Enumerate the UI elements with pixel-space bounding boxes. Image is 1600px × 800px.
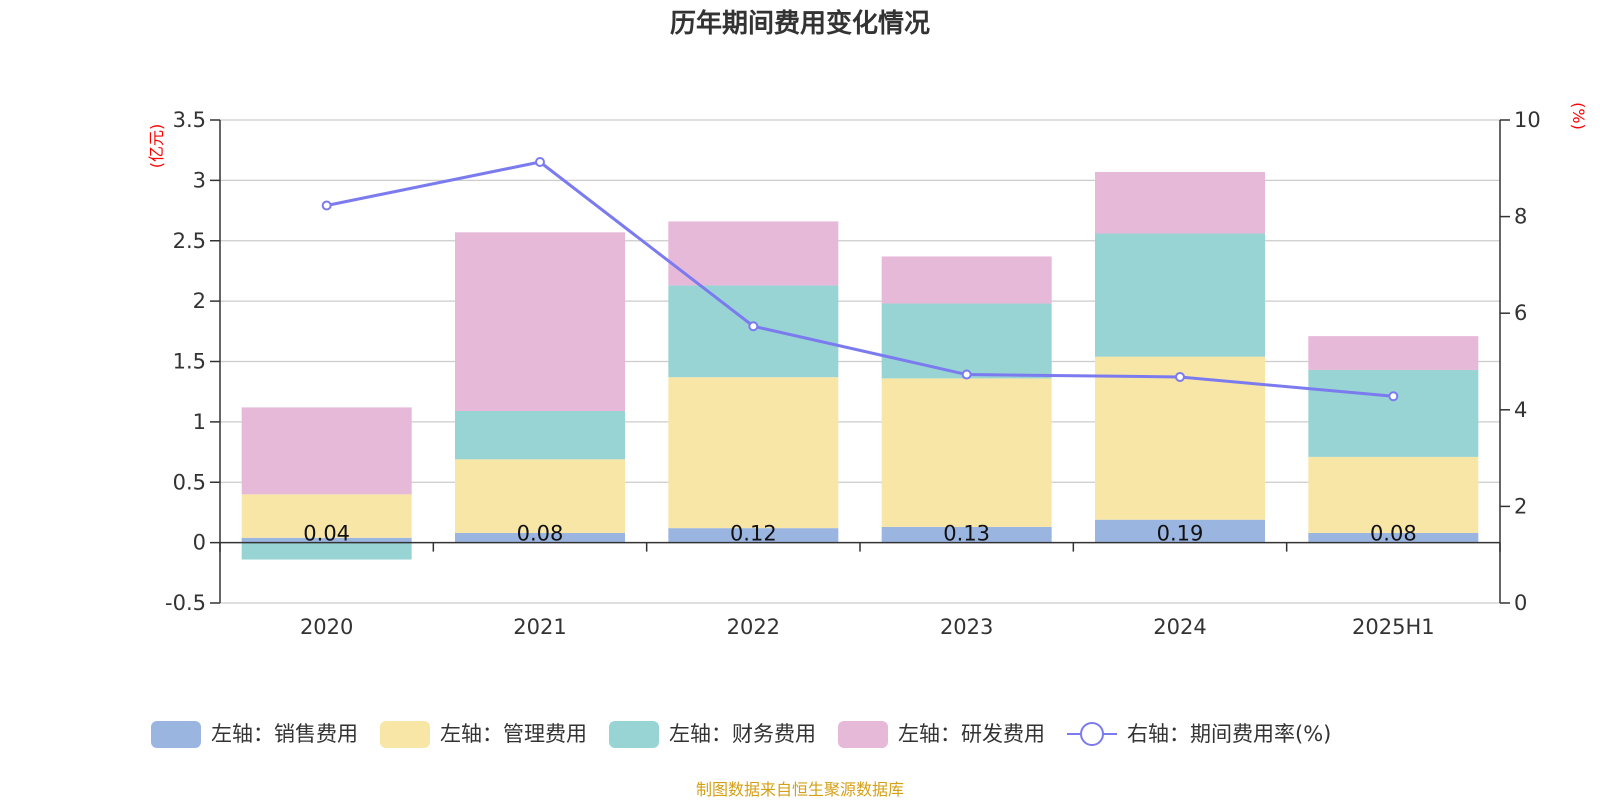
legend: 左轴：销售费用 左轴：管理费用 左轴：财务费用 左轴：研发费用 右轴：期间费用率(%) [151,721,1331,748]
bar-segment [668,377,839,529]
legend-swatch [380,721,430,748]
rate-line-path [326,160,1394,398]
legend-swatch [151,721,201,748]
bar-segment [455,411,625,460]
legend-label: 左轴：财务费用 [669,722,816,746]
rate-point [535,157,545,168]
grid-lines [220,119,1500,604]
left-tick-label: 2.5 [173,229,206,253]
bar-segment [1095,171,1265,234]
left-tick-label: 3 [193,168,206,192]
legend-label: 左轴：管理费用 [440,722,587,746]
rate-point [1175,371,1185,382]
left-tick-label: 0.5 [173,470,206,494]
source-note: 制图数据来自恒生聚源数据库 [696,780,904,799]
legend-label: 左轴：研发费用 [898,722,1045,746]
right-axis-unit: (%) [1569,102,1588,130]
category-label: 2025H1 [1352,615,1435,639]
data-label: 0.08 [1370,522,1417,546]
data-labels: 0.04 0.08 0.12 0.13 0.19 0.08 [303,522,1416,546]
rate-line [321,157,1399,402]
data-label: 0.19 [1157,522,1204,546]
bar-segment [1095,356,1265,520]
bar-segment [668,221,839,286]
right-tick-label: 6 [1514,301,1527,325]
bar-segment [1308,369,1479,457]
bar-segment [455,532,625,543]
left-tick-label: 1 [193,410,206,434]
right-tick-label: 10 [1514,108,1541,132]
left-tick-label: -0.5 [165,591,206,615]
legend-swatch [838,721,888,748]
right-tick-label: 8 [1514,205,1527,229]
category-label: 2022 [727,615,780,639]
legend-swatch-marker [1080,722,1104,746]
bar-segment [241,407,412,495]
left-axis-unit: (亿元) [147,124,166,169]
bar-segment [1308,336,1479,370]
bar-segment [455,459,625,533]
right-tick-label: 2 [1514,494,1527,518]
bar-segment [881,256,1052,304]
rate-point [748,321,759,332]
bar-segment [455,232,625,412]
data-label: 0.04 [303,522,350,546]
bar-segment [1095,519,1265,543]
left-tick-label: 2 [193,289,206,313]
right-tick-label: 4 [1514,398,1527,422]
left-tick-label: 1.5 [173,350,206,374]
bar-segment [241,537,412,543]
legend-label: 右轴：期间费用率(%) [1127,722,1331,746]
bars [241,171,1479,560]
category-label: 2024 [1153,615,1206,639]
data-label: 0.12 [730,522,777,546]
right-tick-label: 0 [1514,591,1527,615]
chart-title: 历年期间费用变化情况 [670,8,930,39]
rate-point [1388,391,1399,402]
bar-segment [668,528,839,543]
left-tick-label: 3.5 [173,108,206,132]
bar-segment [881,303,1052,379]
legend-swatch [609,721,659,748]
bar-segment [881,526,1052,543]
rate-point [321,200,332,211]
bar-segment [241,494,412,538]
bar-segment [1308,456,1479,533]
bar-segment [1308,532,1479,543]
bar-segment [241,542,412,560]
data-label: 0.08 [517,522,564,546]
data-label: 0.13 [943,522,990,546]
rate-point [961,369,972,380]
bar-segment [1095,233,1265,357]
category-label: 2021 [513,615,566,639]
left-tick-label: 0 [193,531,206,555]
bar-segment [668,285,839,378]
category-label: 2020 [300,615,353,639]
legend-label: 左轴：销售费用 [211,722,358,746]
category-label: 2023 [940,615,993,639]
bar-segment [881,378,1052,527]
